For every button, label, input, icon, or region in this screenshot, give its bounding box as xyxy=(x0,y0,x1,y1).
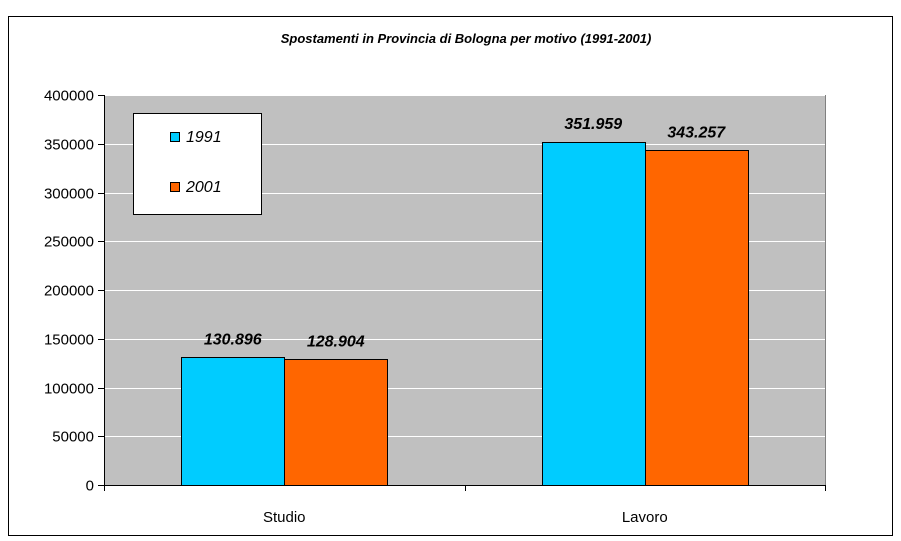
x-tick-label: Studio xyxy=(263,509,306,526)
legend-label-1991: 1991 xyxy=(186,129,222,146)
legend-label-2001: 2001 xyxy=(185,179,222,196)
y-tick-label: 300000 xyxy=(44,186,94,203)
bar-1991-lavoro xyxy=(542,142,646,486)
data-label: 130.896 xyxy=(204,331,262,348)
legend: 1991 2001 xyxy=(133,113,262,215)
chart-title: Spostamenti in Provincia di Bologna per … xyxy=(281,31,652,46)
bar-1991-studio xyxy=(181,357,285,486)
data-label: 351.959 xyxy=(564,116,622,133)
y-tick-label: 100000 xyxy=(44,381,94,398)
bars xyxy=(181,142,749,486)
bar-2001-lavoro xyxy=(645,150,749,486)
y-tick-label: 250000 xyxy=(44,234,94,251)
y-tick-label: 50000 xyxy=(52,429,94,446)
y-tick-label: 200000 xyxy=(44,283,94,300)
y-tick-label: 350000 xyxy=(44,137,94,154)
y-tick-label: 400000 xyxy=(44,88,94,105)
legend-swatch-2001 xyxy=(170,182,180,192)
bar-2001-studio xyxy=(284,359,388,486)
data-label: 128.904 xyxy=(307,333,365,350)
x-tick-label: Lavoro xyxy=(622,509,668,526)
legend-box xyxy=(133,113,262,215)
y-tick-label: 150000 xyxy=(44,332,94,349)
y-tick-label: 0 xyxy=(86,478,94,495)
data-labels: 130.896 128.904 351.959 343.257 xyxy=(204,116,726,350)
data-label: 343.257 xyxy=(667,124,726,141)
legend-swatch-1991 xyxy=(170,132,180,142)
axes: 0 50000 100000 150000 200000 250000 300000 3500… xyxy=(44,88,826,526)
